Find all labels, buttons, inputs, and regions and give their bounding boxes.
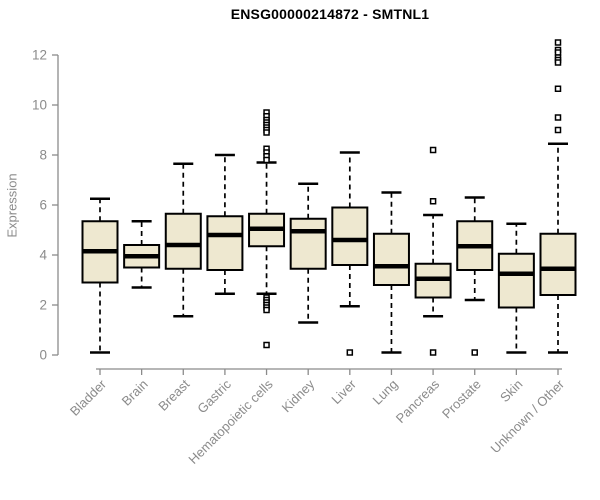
outlier-point-pancreas xyxy=(429,349,437,356)
x-tick-label-brain: Brain xyxy=(119,377,151,409)
outlier-point-hematopoietic-cells xyxy=(263,341,270,349)
x-tick-label-kidney: Kidney xyxy=(279,376,318,415)
x-tick-label-unknown-other: Unknown / Other xyxy=(488,376,568,456)
y-axis-label: Expression xyxy=(4,173,20,238)
x-tick-label-bladder: Bladder xyxy=(67,376,110,419)
outlier-point-hematopoietic-cells xyxy=(263,306,270,314)
y-tick-label: 0 xyxy=(39,348,47,363)
y-tick-label: 8 xyxy=(39,148,47,163)
x-tick-label-pancreas: Pancreas xyxy=(393,376,443,426)
outlier-point-unknown-other xyxy=(554,114,562,121)
box-kidney xyxy=(289,217,327,270)
outlier-point-liver xyxy=(346,349,354,356)
x-tick-label-skin: Skin xyxy=(497,377,525,405)
outlier-point-unknown-other xyxy=(554,39,562,46)
y-tick-label: 4 xyxy=(39,248,47,263)
y-tick-label: 2 xyxy=(39,298,47,313)
outlier-point-pancreas xyxy=(429,198,437,205)
outlier-point-hematopoietic-cells xyxy=(263,156,270,164)
x-tick-label-liver: Liver xyxy=(328,376,359,407)
outlier-point-prostate xyxy=(471,349,478,356)
x-tick-label-lung: Lung xyxy=(370,377,401,408)
y-tick-label: 12 xyxy=(32,48,47,63)
chart-title: ENSG00000214872 - SMTNL1 xyxy=(230,6,430,22)
box-skin xyxy=(497,252,535,309)
y-tick-label: 10 xyxy=(32,98,47,113)
outlier-point-unknown-other xyxy=(554,85,562,92)
box-unknown-other xyxy=(539,232,577,296)
x-tick-label-gastric: Gastric xyxy=(194,376,234,416)
outlier-point-hematopoietic-cells xyxy=(263,129,270,136)
box-breast xyxy=(164,212,202,270)
outlier-point-unknown-other xyxy=(554,59,562,66)
outlier-point-unknown-other xyxy=(554,126,562,134)
box-lung xyxy=(372,232,410,286)
x-tick-label-breast: Breast xyxy=(155,376,192,413)
outlier-point-pancreas xyxy=(429,146,437,154)
box-liver xyxy=(331,206,369,266)
y-tick-label: 6 xyxy=(39,198,47,213)
x-tick-label-prostate: Prostate xyxy=(439,377,484,422)
box-gastric xyxy=(206,215,244,271)
